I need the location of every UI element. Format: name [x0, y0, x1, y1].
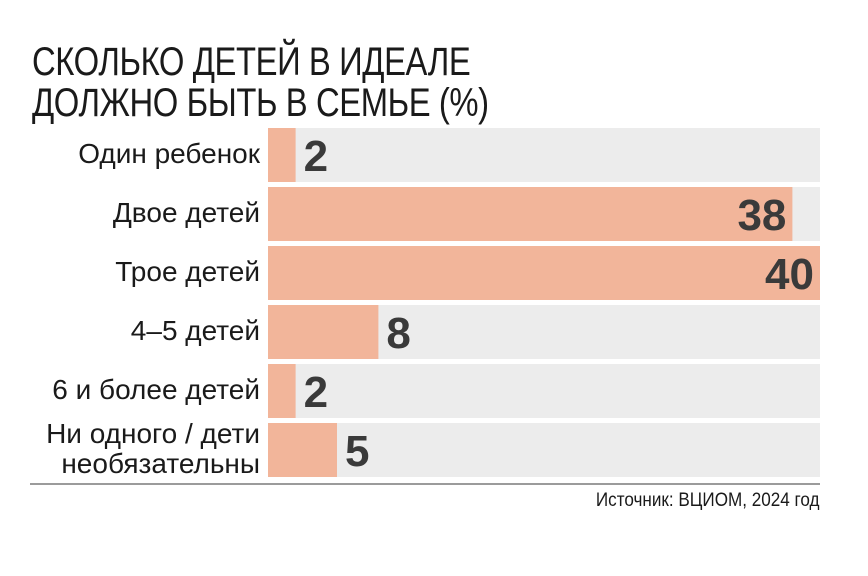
bar-track-6 — [268, 423, 820, 477]
category-label-4: 4–5 детей — [131, 315, 260, 346]
category-label-2: Двое детей — [113, 197, 260, 228]
bar-track-1 — [268, 128, 820, 182]
value-label-2: 38 — [737, 191, 786, 240]
bar-5 — [268, 364, 296, 418]
chart-title-line-2: ДОЛЖНО БЫТЬ В СЕМЬЕ (%) — [32, 81, 489, 125]
bar-track-5 — [268, 364, 820, 418]
category-label-6-line-1: Ни одного / дети — [46, 418, 260, 449]
value-label-3: 40 — [765, 250, 814, 299]
value-label-6: 5 — [345, 427, 369, 476]
value-label-4: 8 — [386, 309, 410, 358]
value-label-5: 2 — [304, 368, 328, 417]
category-label-5: 6 и более детей — [52, 374, 260, 405]
chart-title-line-1: СКОЛЬКО ДЕТЕЙ В ИДЕАЛЕ — [32, 40, 471, 84]
bar-6 — [268, 423, 337, 477]
value-label-1: 2 — [304, 132, 328, 181]
category-label-1: Один ребенок — [78, 138, 261, 169]
bar-4 — [268, 305, 379, 359]
category-label-3: Трое детей — [115, 256, 260, 287]
bar-2 — [268, 187, 793, 241]
bar-1 — [268, 128, 296, 182]
category-label-6-line-2: необязательны — [61, 448, 260, 479]
bar-3 — [268, 246, 820, 300]
source-note: Источник: ВЦИОМ, 2024 год — [596, 490, 820, 511]
